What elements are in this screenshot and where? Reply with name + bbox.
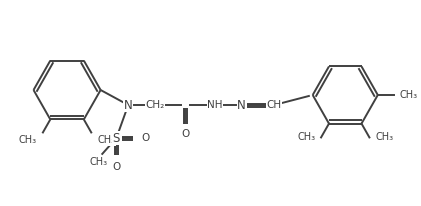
Text: O: O [141,133,149,143]
Text: N: N [124,98,133,111]
Text: CH: CH [266,100,282,110]
Text: CH₃: CH₃ [19,135,37,145]
Text: N: N [237,98,246,111]
Text: CH₃: CH₃ [400,90,418,100]
Text: CH₃: CH₃ [297,132,315,142]
Text: NH: NH [207,100,223,110]
Text: O: O [181,129,189,139]
Text: CH₃: CH₃ [98,135,116,145]
Text: CH₃: CH₃ [376,132,394,142]
Text: CH₃: CH₃ [90,157,108,167]
Text: S: S [113,131,120,144]
Text: O: O [112,162,120,172]
Text: CH₂: CH₂ [145,100,165,110]
